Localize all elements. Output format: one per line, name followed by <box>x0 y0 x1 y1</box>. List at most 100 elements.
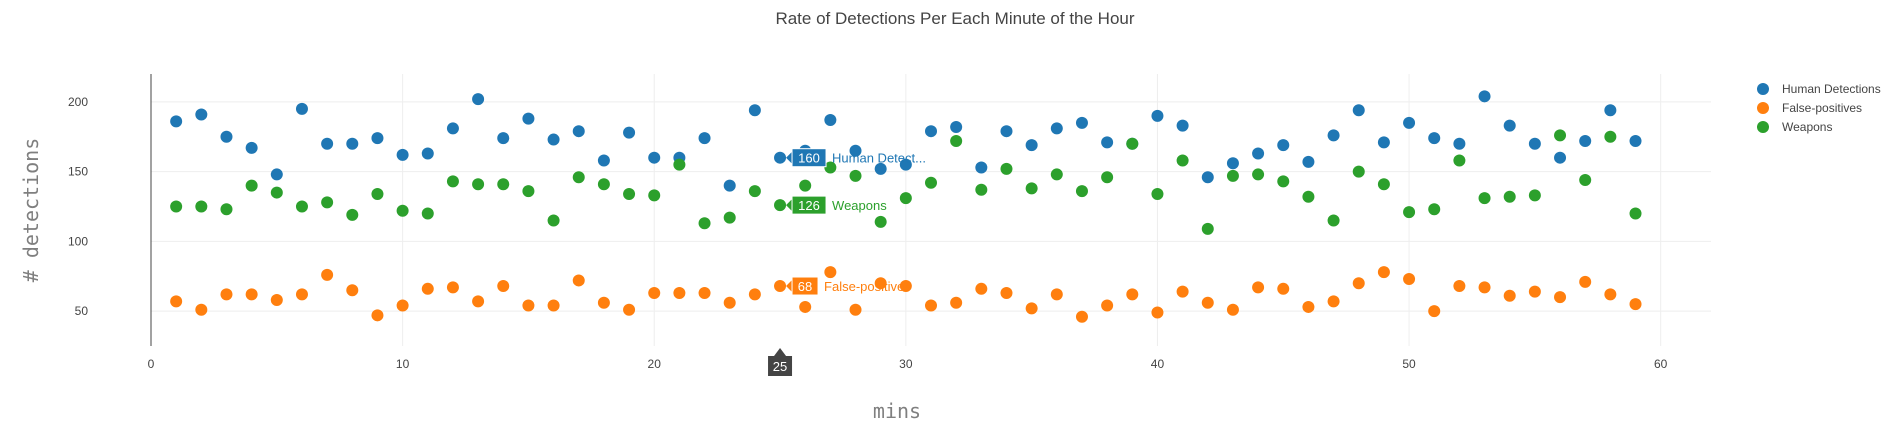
data-point[interactable] <box>170 200 183 213</box>
data-point[interactable] <box>950 296 963 309</box>
data-point[interactable] <box>446 281 459 294</box>
data-point[interactable] <box>245 288 258 301</box>
data-point[interactable] <box>1352 104 1365 117</box>
data-point[interactable] <box>170 115 183 128</box>
data-point[interactable] <box>1503 289 1516 302</box>
data-point[interactable] <box>673 158 686 171</box>
data-point[interactable] <box>1403 206 1416 219</box>
data-point[interactable] <box>522 112 535 125</box>
data-point[interactable] <box>824 266 837 279</box>
data-point[interactable] <box>1629 298 1642 311</box>
data-point[interactable] <box>1453 137 1466 150</box>
data-point[interactable] <box>220 203 233 216</box>
data-point[interactable] <box>1528 285 1541 298</box>
data-point[interactable] <box>472 295 485 308</box>
data-point[interactable] <box>522 185 535 198</box>
data-point[interactable] <box>698 132 711 145</box>
data-point[interactable] <box>1151 306 1164 319</box>
data-point[interactable] <box>472 178 485 191</box>
data-point[interactable] <box>648 286 661 299</box>
data-point[interactable] <box>1629 134 1642 147</box>
data-point[interactable] <box>572 274 585 287</box>
data-point[interactable] <box>1075 185 1088 198</box>
data-point[interactable] <box>1050 168 1063 181</box>
data-point[interactable] <box>849 303 862 316</box>
data-point[interactable] <box>1579 174 1592 187</box>
data-point[interactable] <box>497 280 510 293</box>
data-point[interactable] <box>1302 300 1315 313</box>
data-point[interactable] <box>799 300 812 313</box>
data-point[interactable] <box>1277 139 1290 152</box>
data-point[interactable] <box>698 286 711 299</box>
data-point[interactable] <box>1226 303 1239 316</box>
data-point[interactable] <box>371 132 384 145</box>
data-point[interactable] <box>346 208 359 221</box>
legend-item[interactable]: Weapons <box>1757 120 1832 134</box>
data-point[interactable] <box>472 93 485 106</box>
data-point[interactable] <box>925 125 937 138</box>
data-point[interactable] <box>1226 157 1239 170</box>
data-point[interactable] <box>1403 116 1416 129</box>
data-point[interactable] <box>597 154 610 167</box>
data-point[interactable] <box>1327 129 1340 142</box>
data-point[interactable] <box>774 280 787 293</box>
data-point[interactable] <box>1025 182 1038 195</box>
data-point[interactable] <box>1025 139 1038 152</box>
data-point[interactable] <box>874 215 887 228</box>
data-point[interactable] <box>1528 189 1541 202</box>
data-point[interactable] <box>421 282 434 295</box>
data-point[interactable] <box>1050 122 1063 135</box>
data-point[interactable] <box>1226 169 1239 182</box>
data-point[interactable] <box>623 126 636 139</box>
data-point[interactable] <box>950 121 963 134</box>
data-point[interactable] <box>497 132 510 145</box>
data-point[interactable] <box>396 204 409 217</box>
data-point[interactable] <box>1478 90 1491 103</box>
data-point[interactable] <box>547 214 560 227</box>
data-point[interactable] <box>1201 296 1214 309</box>
data-point[interactable] <box>572 125 585 138</box>
data-point[interactable] <box>346 137 359 150</box>
data-point[interactable] <box>1176 119 1189 132</box>
data-point[interactable] <box>371 187 384 200</box>
data-point[interactable] <box>1000 162 1013 175</box>
data-point[interactable] <box>748 185 761 198</box>
data-point[interactable] <box>1604 130 1617 143</box>
data-point[interactable] <box>295 200 308 213</box>
data-point[interactable] <box>849 169 862 182</box>
data-point[interactable] <box>1277 175 1290 188</box>
data-point[interactable] <box>1604 104 1617 117</box>
data-point[interactable] <box>950 134 963 147</box>
data-point[interactable] <box>723 211 736 224</box>
data-point[interactable] <box>1151 187 1164 200</box>
points-layer[interactable] <box>170 90 1642 323</box>
data-point[interactable] <box>270 168 283 181</box>
data-point[interactable] <box>1352 277 1365 290</box>
data-point[interactable] <box>925 299 937 312</box>
data-point[interactable] <box>1176 285 1189 298</box>
data-point[interactable] <box>899 158 912 171</box>
data-point[interactable] <box>874 162 887 175</box>
data-point[interactable] <box>1554 291 1567 304</box>
data-point[interactable] <box>1176 154 1189 167</box>
data-point[interactable] <box>1025 302 1038 315</box>
data-point[interactable] <box>698 217 711 230</box>
data-point[interactable] <box>1453 280 1466 293</box>
data-point[interactable] <box>195 200 208 213</box>
legend-item[interactable]: Human Detections <box>1757 82 1881 96</box>
data-point[interactable] <box>1050 288 1063 301</box>
data-point[interactable] <box>1252 281 1265 294</box>
data-point[interactable] <box>799 179 812 192</box>
data-point[interactable] <box>1503 190 1516 203</box>
data-point[interactable] <box>748 288 761 301</box>
legend[interactable]: Human Detections False-positives Weapons <box>1757 82 1881 134</box>
data-point[interactable] <box>195 303 208 316</box>
data-point[interactable] <box>1604 288 1617 301</box>
data-point[interactable] <box>446 122 459 135</box>
data-point[interactable] <box>547 133 560 146</box>
data-point[interactable] <box>421 147 434 160</box>
data-point[interactable] <box>1101 299 1114 312</box>
data-point[interactable] <box>1478 192 1491 205</box>
data-point[interactable] <box>547 299 560 312</box>
data-point[interactable] <box>1252 168 1265 181</box>
